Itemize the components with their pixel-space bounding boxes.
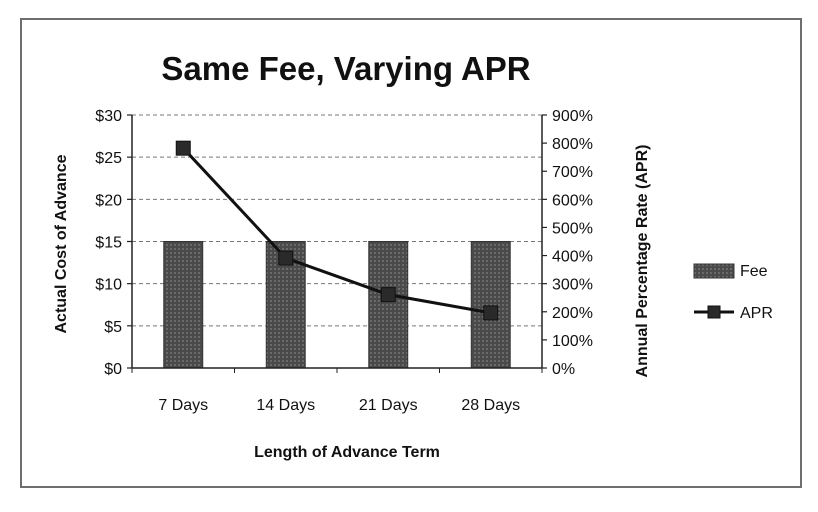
y2-tick-label: 700% (552, 164, 593, 181)
fee-bar (368, 241, 409, 369)
apr-marker (278, 250, 294, 266)
y-axis-label: Actual Cost of Advance (53, 154, 70, 333)
y2-tick-label: 500% (552, 220, 593, 237)
gridlines (132, 114, 542, 327)
fee-bar (470, 241, 511, 369)
y-tick-label: $20 (95, 192, 122, 209)
y2-tick-label: 400% (552, 249, 593, 266)
apr-line (175, 140, 499, 321)
fee-bars (163, 241, 511, 369)
chart-title: Same Fee, Varying APR (161, 50, 530, 87)
chart-frame: Same Fee, Varying APR $0 $5 $10 $15 $20 $25 $3… (20, 18, 802, 488)
y-tick-label: $25 (95, 150, 122, 167)
x-axis-label: Length of Advance Term (254, 444, 440, 461)
y-tick-label: $0 (104, 361, 122, 378)
apr-polyline (182, 147, 492, 315)
legend-apr-label: APR (740, 305, 773, 322)
x-tick-label: 7 Days (158, 397, 208, 414)
legend-fee-label: Fee (740, 263, 768, 280)
y2-tick-label: 300% (552, 277, 593, 294)
apr-marker (483, 305, 499, 321)
y2-axis-label: Annual Percentage Rate (APR) (634, 145, 651, 378)
y2-tick-label: 0% (552, 361, 575, 378)
y-tick-label: $5 (104, 319, 122, 336)
y-tick-label: $15 (95, 235, 122, 252)
y-tick-label: $10 (95, 277, 122, 294)
x-tick-label: 14 Days (256, 397, 315, 414)
y2-tick-label: 800% (552, 136, 593, 153)
y2-tick-label: 200% (552, 305, 593, 322)
axes (127, 114, 547, 373)
apr-marker (380, 287, 396, 303)
legend: Fee APR (693, 263, 773, 322)
fee-bar (163, 241, 204, 369)
x-tick-label: 28 Days (461, 397, 520, 414)
legend-fee-swatch (693, 263, 735, 279)
y2-tick-label: 900% (552, 108, 593, 125)
x-tick-label: 21 Days (359, 397, 418, 414)
left-axis-ticks: $0 $5 $10 $15 $20 $25 $30 (95, 108, 122, 378)
chart-svg: Same Fee, Varying APR $0 $5 $10 $15 $20 $25 $3… (53, 50, 773, 461)
right-axis-ticks: 0% 100% 200% 300% 400% 500% 600% 700% 800% 900% (552, 108, 593, 378)
apr-marker (175, 140, 191, 156)
category-ticks: 7 Days 14 Days 21 Days 28 Days (158, 397, 520, 414)
y2-tick-label: 100% (552, 333, 593, 350)
legend-apr-marker (707, 305, 721, 319)
y-tick-label: $30 (95, 108, 122, 125)
y2-tick-label: 600% (552, 192, 593, 209)
